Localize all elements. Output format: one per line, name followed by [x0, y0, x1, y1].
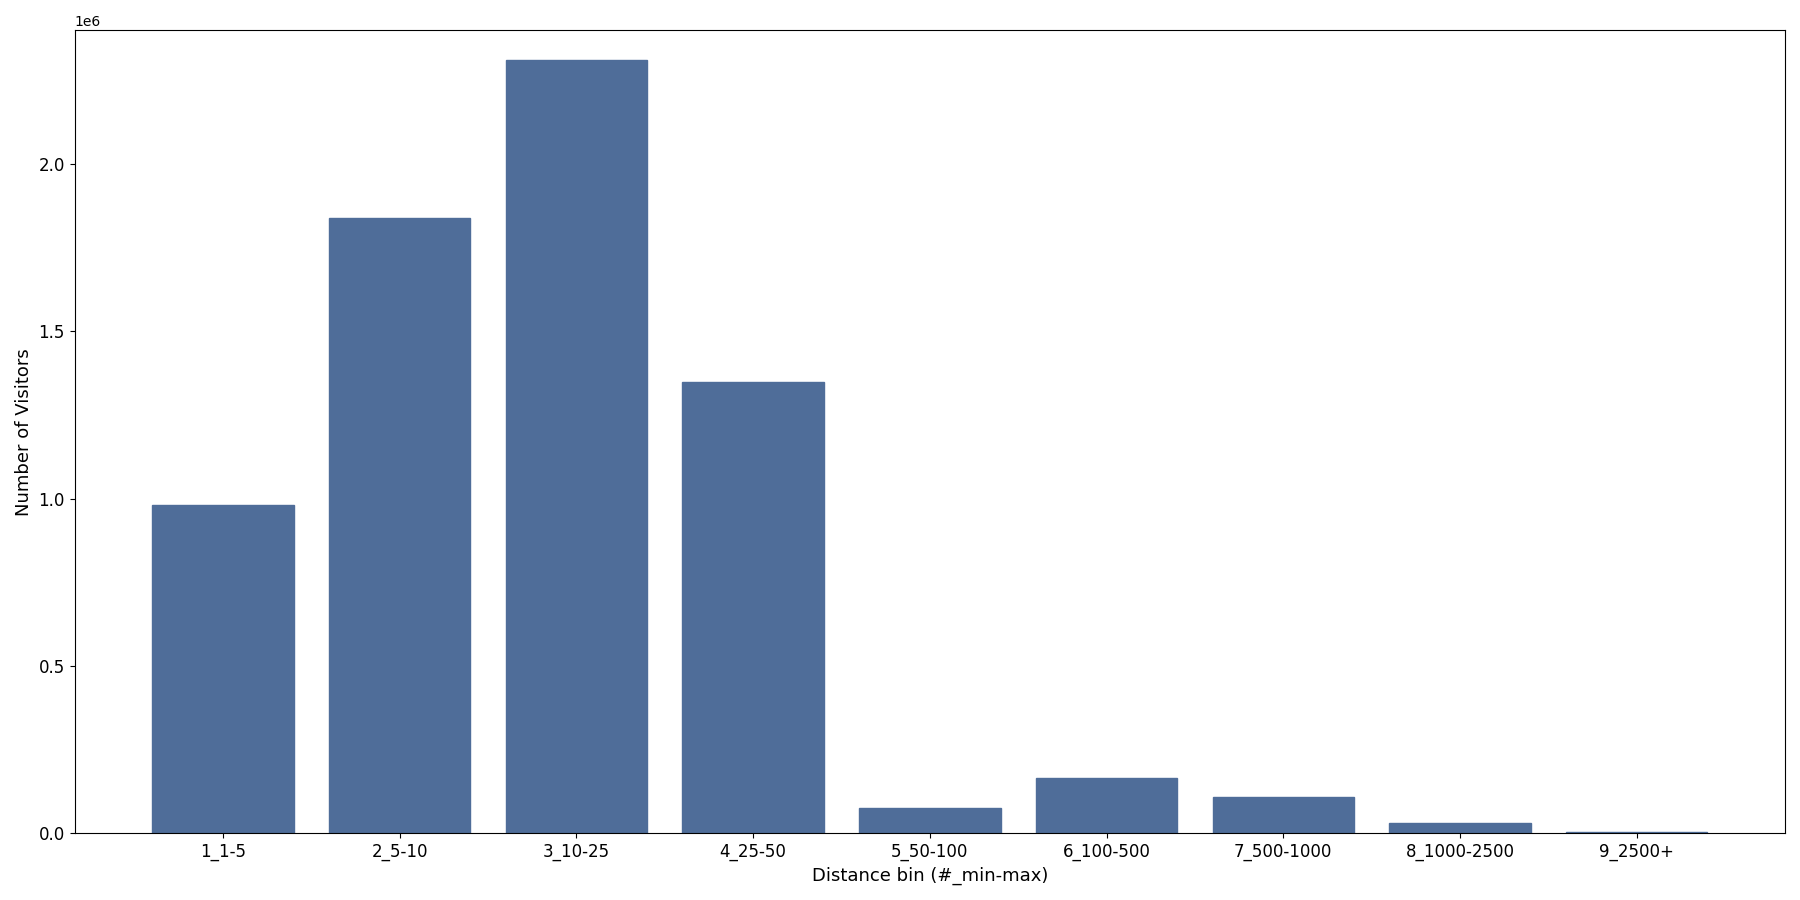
- Bar: [506, 60, 648, 833]
- Bar: [1566, 832, 1706, 833]
- Y-axis label: Number of Visitors: Number of Visitors: [14, 348, 32, 516]
- Bar: [153, 506, 293, 833]
- Bar: [329, 218, 470, 833]
- X-axis label: Distance bin (#_min-max): Distance bin (#_min-max): [812, 867, 1048, 885]
- Bar: [1390, 824, 1530, 833]
- Bar: [682, 382, 824, 833]
- Bar: [1213, 796, 1354, 833]
- Bar: [859, 808, 1001, 833]
- Bar: [1035, 778, 1177, 833]
